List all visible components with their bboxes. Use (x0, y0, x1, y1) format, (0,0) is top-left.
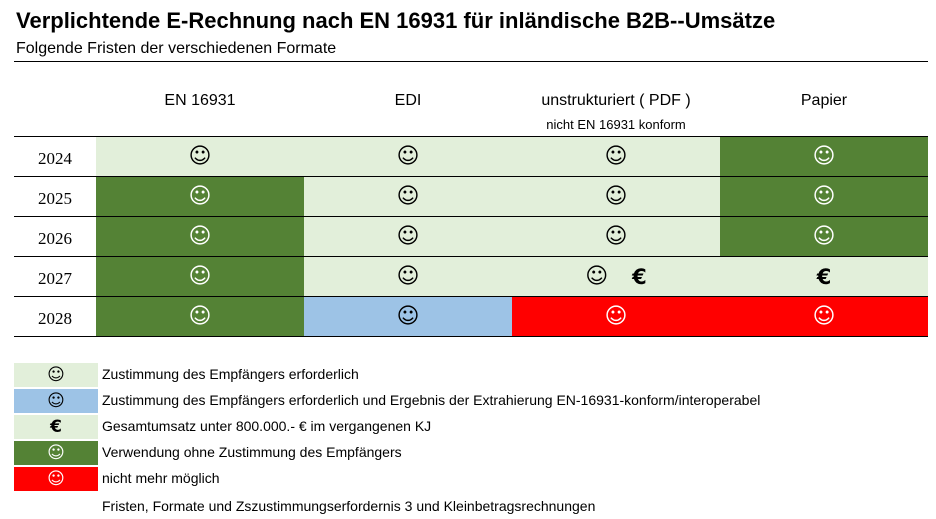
smiley-icon: ☺ (47, 364, 65, 385)
column-header-en16931: EN 16931 (164, 92, 236, 109)
legend-swatch: € (14, 415, 98, 439)
smiley-icon: ☺ (396, 143, 420, 169)
column-header-papier: Papier (800, 92, 848, 109)
deadline-table: 2024 ☺ ☺ ☺ ☺ 2025 ☺ ☺ ☺ ☺ 2026 ☺ ☺ ☺ ☺ 2027 ☺ ☺ ☺ € €2028 ☺ ☺ ☺… (14, 136, 928, 336)
legend-swatch (14, 495, 98, 519)
status-cell: ☺ (304, 177, 512, 216)
smiley-icon: ☺ (47, 390, 65, 411)
year-label: 2025 (38, 189, 72, 208)
row-divider (14, 136, 928, 137)
legend-text: Zustimmung des Empfängers erforderlich u… (102, 392, 761, 408)
status-cell: ☺ (304, 217, 512, 256)
legend-swatch: ☺ (14, 467, 98, 491)
column-header-edi: EDI (394, 92, 422, 109)
smiley-icon: ☺ (396, 263, 420, 289)
status-cell: ☺ (96, 177, 304, 216)
status-cell: ☺ (512, 177, 720, 216)
smiley-icon: ☺ (812, 303, 836, 329)
status-cell: ☺ (720, 177, 928, 216)
euro-icon: € (632, 264, 647, 289)
legend-swatch: ☺ (14, 441, 98, 465)
legend-text: Verwendung ohne Zustimmung des Empfänger… (102, 444, 402, 460)
column-subheader-pdf: nicht EN 16931 konform (546, 117, 686, 132)
row-divider (14, 216, 928, 217)
status-cell: ☺ (304, 257, 512, 296)
status-cell: ☺ (720, 297, 928, 336)
page-subtitle: Folgende Fristen der verschiedenen Forma… (16, 40, 337, 57)
status-cell: ☺ (96, 297, 304, 336)
legend-item: Fristen, Formate und Zszustimmungserford… (14, 495, 914, 519)
page-title: Verplichtende E-Rechnung nach EN 16931 f… (16, 8, 776, 33)
smiley-icon: ☺ (47, 442, 65, 463)
row-divider (14, 336, 928, 337)
euro-icon: € (816, 264, 832, 289)
table-row: 2025 ☺ ☺ ☺ ☺ (14, 176, 928, 216)
status-cell: ☺ (304, 297, 512, 336)
status-cell: ☺ (512, 137, 720, 176)
euro-icon: € (50, 417, 62, 437)
status-cell: ☺ (720, 217, 928, 256)
table-row: 2026 ☺ ☺ ☺ ☺ (14, 216, 928, 256)
status-cell: ☺ (720, 137, 928, 176)
status-cell: ☺ (96, 257, 304, 296)
smiley-icon: ☺ (188, 303, 212, 329)
legend-text: nicht mehr möglich (102, 470, 220, 486)
legend-swatch: ☺ (14, 363, 98, 387)
smiley-icon: ☺ (188, 223, 212, 249)
smiley-icon: ☺ (604, 183, 628, 209)
status-cell: € (720, 257, 928, 296)
legend-item: € Gesamtumsatz unter 800.000.- € im verga… (14, 415, 914, 439)
legend-text: Fristen, Formate und Zszustimmungserford… (102, 498, 596, 514)
subtitle-divider (14, 61, 928, 62)
status-cell: ☺ (512, 297, 720, 336)
table-row: 2027 ☺ ☺ ☺ € € (14, 256, 928, 296)
smiley-icon: ☺ (396, 303, 420, 329)
status-cell: ☺ (304, 137, 512, 176)
status-cell: ☺ € (512, 257, 720, 296)
table-row: 2028 ☺ ☺ ☺ ☺ (14, 296, 928, 336)
smiley-icon: ☺ (604, 303, 628, 329)
legend-item: ☺ Verwendung ohne Zustimmung des Empfänge… (14, 441, 914, 465)
smiley-icon: ☺ (585, 263, 609, 289)
smiley-icon: ☺ (47, 468, 65, 489)
smiley-icon: ☺ (396, 223, 420, 249)
legend-text: Zustimmung des Empfängers erforderlich (102, 366, 359, 382)
row-divider (14, 176, 928, 177)
column-header-pdf: unstrukturiert ( PDF ) (541, 92, 691, 109)
smiley-icon: ☺ (188, 263, 212, 289)
year-label: 2028 (38, 309, 72, 328)
smiley-icon: ☺ (604, 143, 628, 169)
year-label: 2026 (38, 229, 72, 248)
smiley-icon: ☺ (812, 183, 836, 209)
row-divider (14, 256, 928, 257)
legend-text: Gesamtumsatz unter 800.000.- € im vergan… (102, 418, 432, 434)
smiley-icon: ☺ (188, 183, 212, 209)
smiley-icon: ☺ (812, 143, 836, 169)
smiley-icon: ☺ (396, 183, 420, 209)
legend-item: ☺ nicht mehr möglich (14, 467, 914, 491)
smiley-icon: ☺ (604, 223, 628, 249)
legend-item: ☺ Zustimmung des Empfängers erforderlich … (14, 389, 914, 413)
year-label: 2024 (38, 149, 72, 168)
status-cell: ☺ (96, 217, 304, 256)
legend-swatch: ☺ (14, 389, 98, 413)
status-cell: ☺ (96, 137, 304, 176)
table-row: 2024 ☺ ☺ ☺ ☺ (14, 136, 928, 176)
legend-item: ☺ Zustimmung des Empfängers erforderlich (14, 363, 914, 387)
status-cell: ☺ (512, 217, 720, 256)
smiley-icon: ☺ (812, 223, 836, 249)
year-label: 2027 (38, 269, 72, 288)
row-divider (14, 296, 928, 297)
smiley-icon: ☺ (188, 143, 212, 169)
